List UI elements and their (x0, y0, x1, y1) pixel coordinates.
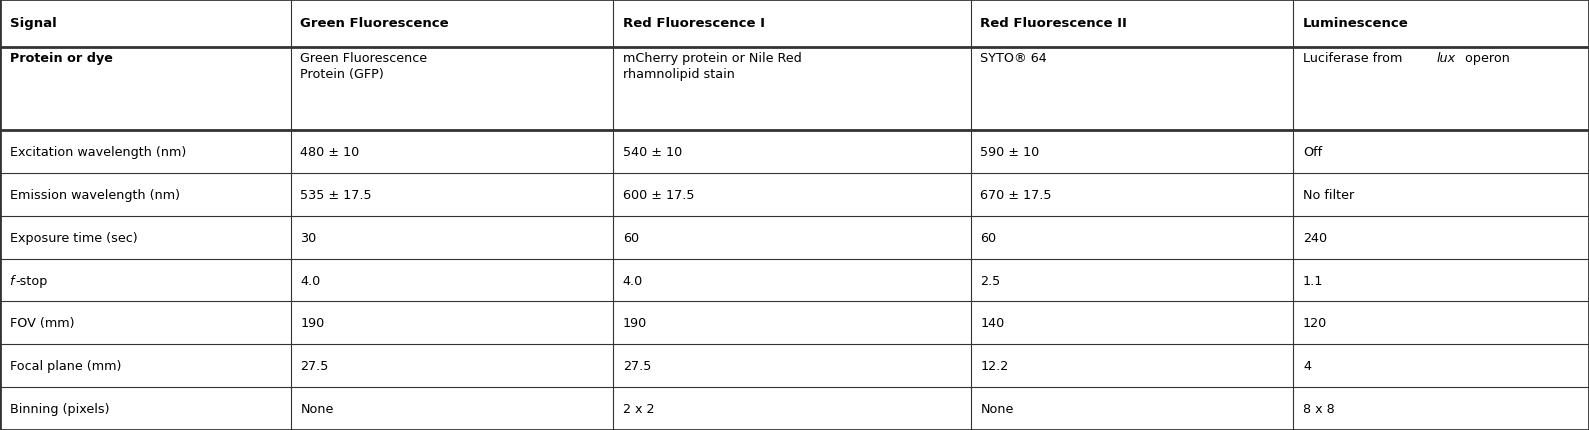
Text: Emission wavelength (nm): Emission wavelength (nm) (10, 188, 180, 201)
Text: -stop: -stop (16, 274, 48, 287)
Text: operon: operon (1460, 52, 1510, 65)
Text: 2 x 2: 2 x 2 (623, 402, 655, 415)
Text: Binning (pixels): Binning (pixels) (10, 402, 110, 415)
Text: 190: 190 (623, 316, 647, 330)
Text: 4.0: 4.0 (300, 274, 321, 287)
Text: Red Fluorescence I: Red Fluorescence I (623, 17, 764, 31)
Text: lux: lux (1436, 52, 1456, 65)
Text: None: None (980, 402, 1014, 415)
Text: f: f (10, 274, 14, 287)
Text: 540 ± 10: 540 ± 10 (623, 146, 682, 159)
Text: mCherry protein or Nile Red
rhamnolipid stain: mCherry protein or Nile Red rhamnolipid … (623, 52, 801, 81)
Text: Protein or dye: Protein or dye (10, 52, 113, 65)
Text: Green Fluorescence
Protein (GFP): Green Fluorescence Protein (GFP) (300, 52, 427, 81)
Text: 12.2: 12.2 (980, 359, 1009, 372)
Text: 590 ± 10: 590 ± 10 (980, 146, 1039, 159)
Text: 140: 140 (980, 316, 1004, 330)
Text: None: None (300, 402, 334, 415)
Text: FOV (mm): FOV (mm) (10, 316, 75, 330)
Text: 240: 240 (1303, 231, 1327, 244)
Text: 27.5: 27.5 (300, 359, 329, 372)
Text: 4.0: 4.0 (623, 274, 644, 287)
Text: Red Fluorescence II: Red Fluorescence II (980, 17, 1127, 31)
Text: 535 ± 17.5: 535 ± 17.5 (300, 188, 372, 201)
Text: Signal: Signal (10, 17, 56, 31)
Text: 4: 4 (1303, 359, 1311, 372)
Text: 60: 60 (623, 231, 639, 244)
Text: 2.5: 2.5 (980, 274, 1001, 287)
Text: Luciferase from: Luciferase from (1303, 52, 1406, 65)
Text: 600 ± 17.5: 600 ± 17.5 (623, 188, 694, 201)
Text: Green Fluorescence: Green Fluorescence (300, 17, 450, 31)
Text: Focal plane (mm): Focal plane (mm) (10, 359, 121, 372)
Text: 480 ± 10: 480 ± 10 (300, 146, 359, 159)
Text: 30: 30 (300, 231, 316, 244)
Text: Off: Off (1303, 146, 1322, 159)
Text: Exposure time (sec): Exposure time (sec) (10, 231, 137, 244)
Text: 120: 120 (1303, 316, 1327, 330)
Text: SYTO® 64: SYTO® 64 (980, 52, 1047, 65)
Text: 190: 190 (300, 316, 324, 330)
Text: 27.5: 27.5 (623, 359, 651, 372)
Text: No filter: No filter (1303, 188, 1354, 201)
Text: 1.1: 1.1 (1303, 274, 1324, 287)
Text: Luminescence: Luminescence (1303, 17, 1409, 31)
Text: 8 x 8: 8 x 8 (1303, 402, 1335, 415)
Text: 670 ± 17.5: 670 ± 17.5 (980, 188, 1052, 201)
Text: 60: 60 (980, 231, 996, 244)
Text: Excitation wavelength (nm): Excitation wavelength (nm) (10, 146, 186, 159)
